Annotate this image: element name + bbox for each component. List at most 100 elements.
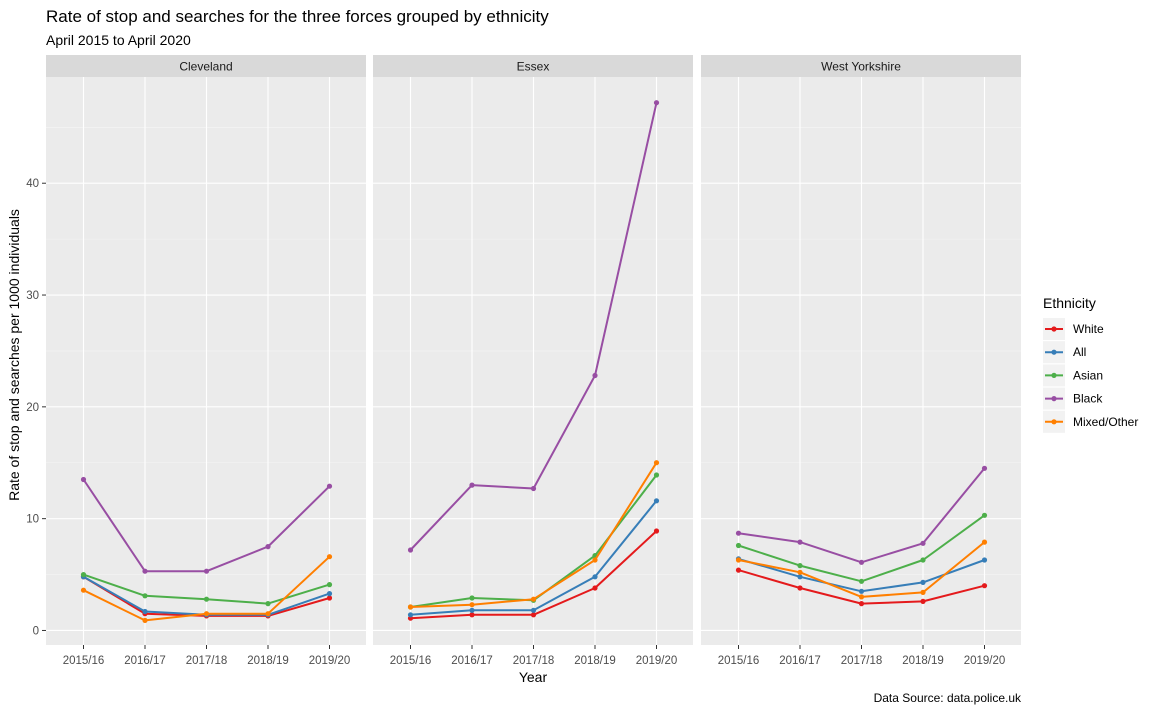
data-point [142,617,148,624]
data-point [265,601,271,607]
panel-west-yorkshire: West Yorkshire 2015/16 2016/17 2017/18 2018/… [701,55,1021,667]
data-point [653,472,660,478]
facet-strip-label: Essex [517,60,550,74]
data-point [981,539,988,545]
panel-cleveland: Cleveland 2015/16 2016/17 2017/18 2018/19 201… [46,55,366,667]
data-point [797,574,803,580]
x-axis-title: Year [519,669,548,685]
data-point [920,579,926,586]
data-point [797,585,803,591]
x-tick-label: 2016/17 [779,655,821,667]
data-point [530,607,537,613]
data-point [326,595,333,601]
series-white [735,567,988,607]
data-point [326,483,333,489]
y-tick-label: 20 [26,402,39,414]
data-point [265,611,271,617]
facet-strip [46,55,366,77]
legend-label: White [1073,322,1104,336]
legend-key-point [1051,326,1057,332]
y-axis: 0 10 20 30 40 [26,178,46,637]
data-point [653,460,660,466]
data-point [797,569,803,575]
facet-strip [373,55,693,77]
data-point [735,542,742,549]
legend-label: Asian [1073,368,1103,382]
legend-item-all: All [1043,341,1086,364]
data-point [530,596,537,602]
data-point [735,530,742,536]
x-tick-label: 2015/16 [390,655,432,667]
data-point [80,572,87,578]
y-tick-label: 30 [26,290,39,302]
legend-key-point [1051,349,1057,355]
data-point [326,554,333,560]
data-point [142,608,148,615]
data-point [920,598,926,605]
x-tick-label: 2019/20 [964,655,1006,667]
data-point [530,485,537,492]
data-point [80,587,87,593]
data-point [469,602,475,608]
data-point [592,372,598,379]
x-tick-label: 2018/19 [574,655,616,667]
data-point [469,482,475,488]
data-point [735,557,742,563]
x-tick-label: 2017/18 [841,655,883,667]
series-mixed-other [407,460,660,610]
data-point [858,594,865,600]
legend-item-white: White [1043,318,1104,340]
data-point [858,578,865,584]
series-mixed-other [735,539,988,600]
y-tick-label: 0 [33,625,39,637]
chart-subtitle: April 2015 to April 2020 [46,32,191,48]
x-tick-label: 2015/16 [63,655,105,667]
y-axis-title: Rate of stop and searches per 1000 indiv… [6,209,22,501]
data-point [326,591,333,597]
data-point [592,574,598,580]
y-tick-label: 10 [26,514,39,526]
data-point [735,567,742,573]
legend-key-point [1051,419,1057,425]
legend-item-mixed-other: Mixed/Other [1043,410,1138,433]
chart-caption: Data Source: data.police.uk [874,691,1022,705]
data-point [858,559,865,565]
data-point [407,604,414,610]
legend-item-asian: Asian [1043,364,1103,387]
series-black [80,476,333,574]
series-mixed-other [80,554,333,624]
data-point [797,539,803,545]
legend-key-point [1051,396,1057,402]
series-black [407,100,660,553]
data-point [797,563,803,569]
x-tick-label: 2019/20 [636,655,678,667]
data-point [407,612,414,618]
panel-essex: Essex 2015/16 2016/17 2017/18 2018/19 2019/20 [373,55,693,667]
data-point [981,512,988,518]
data-point [407,547,414,553]
data-point [469,595,475,601]
legend-key-point [1051,372,1057,378]
x-tick-label: 2019/20 [309,655,351,667]
facet-strip-label: Cleveland [179,60,232,74]
legend-label: Black [1073,392,1103,406]
data-point [469,612,475,618]
x-tick-label: 2016/17 [451,655,493,667]
data-point [142,593,148,599]
data-point [981,583,988,589]
data-point [326,582,333,588]
data-point [265,544,271,550]
series-black [735,465,988,565]
y-tick-label: 40 [26,178,39,190]
data-point [920,540,926,546]
data-point [469,607,475,613]
data-point [981,465,988,471]
facet-strip-label: West Yorkshire [821,60,901,74]
data-point [981,557,988,563]
panels: Cleveland 2015/16 2016/17 2017/18 2018/19 201… [46,55,1021,667]
data-point [920,589,926,596]
x-tick-label: 2015/16 [718,655,760,667]
data-point [80,476,87,483]
data-point [203,596,210,602]
